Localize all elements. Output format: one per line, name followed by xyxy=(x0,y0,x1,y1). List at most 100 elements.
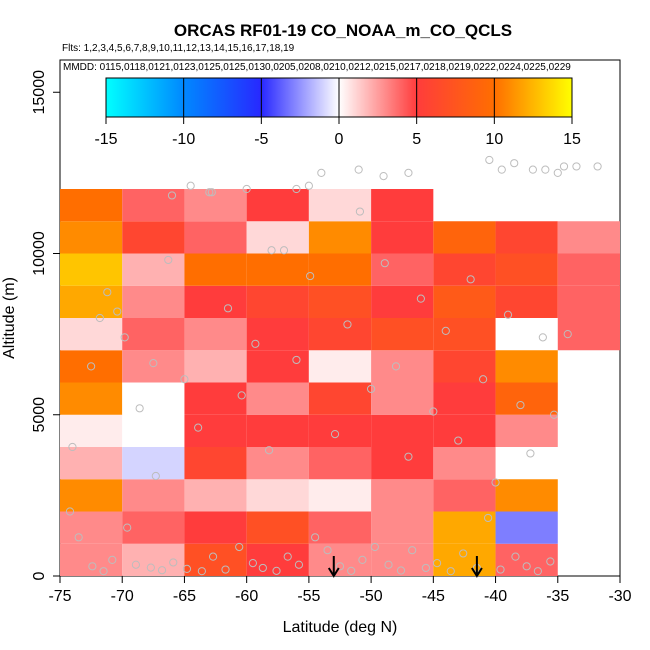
x-tick-label: -50 xyxy=(360,588,383,605)
observation-point xyxy=(120,333,129,342)
x-tick-label: -65 xyxy=(173,588,196,605)
observation-point xyxy=(182,564,192,574)
observation-point xyxy=(533,567,542,576)
heatmap-cell xyxy=(557,221,620,254)
observation-point xyxy=(304,181,313,190)
observation-point xyxy=(123,523,132,532)
observation-point xyxy=(553,168,562,177)
heatmap-cell xyxy=(60,382,123,415)
observation-point xyxy=(99,567,108,576)
observation-point xyxy=(479,375,488,384)
observation-point xyxy=(497,165,506,174)
observation-point xyxy=(459,549,468,558)
heatmap-cell xyxy=(184,350,247,383)
heatmap-cell xyxy=(308,318,372,351)
heatmap-cell xyxy=(246,511,309,544)
observation-point xyxy=(258,563,267,573)
observation-point xyxy=(135,404,144,413)
observation-point xyxy=(510,159,519,168)
colorbar-tick-label: 5 xyxy=(412,131,421,148)
y-tick-label: 0 xyxy=(31,571,48,580)
heatmap-cell xyxy=(308,382,372,415)
observation-point xyxy=(408,546,417,555)
observation-point xyxy=(549,410,559,419)
observation-point xyxy=(593,162,602,171)
heatmap-cell xyxy=(433,350,496,383)
colorbar-tick-label: 10 xyxy=(485,131,503,148)
arrow-marker xyxy=(471,556,483,578)
heatmap-cell xyxy=(184,447,247,480)
heatmap-cell xyxy=(371,414,434,447)
observation-point xyxy=(538,333,547,342)
observation-point xyxy=(149,359,158,368)
heatmap-cell xyxy=(495,414,558,447)
observation-point xyxy=(516,400,525,410)
observation-point xyxy=(323,546,332,555)
heatmap-cell xyxy=(246,479,309,512)
heatmap-cell xyxy=(495,382,558,415)
observation-point xyxy=(416,294,425,303)
colorbar-tick-label: -5 xyxy=(254,131,268,148)
observation-point xyxy=(491,478,500,487)
observation-point xyxy=(279,246,289,255)
y-tick-label: 5000 xyxy=(31,397,48,433)
heatmap-cell xyxy=(60,221,123,254)
heatmap-cell xyxy=(60,350,123,383)
heatmap-cell xyxy=(495,285,558,318)
heatmap-cell xyxy=(184,479,247,512)
observation-point xyxy=(367,384,376,394)
heatmap-cell xyxy=(433,221,496,254)
heatmap-cell xyxy=(433,318,496,351)
observation-point xyxy=(108,555,117,564)
observation-point xyxy=(294,560,304,569)
heatmap-cell xyxy=(308,350,372,383)
heatmap-cell xyxy=(184,382,247,415)
heatmap-cell xyxy=(308,511,372,544)
heatmap-cell xyxy=(433,382,496,415)
observation-point xyxy=(355,207,365,216)
heatmap-cell xyxy=(60,479,123,512)
observation-point xyxy=(572,162,581,171)
heatmap-cell xyxy=(308,447,372,480)
heatmap-cell xyxy=(60,414,123,447)
observation-point xyxy=(330,430,340,439)
observation-point xyxy=(194,423,203,432)
observation-point xyxy=(251,339,260,348)
x-tick-label: -30 xyxy=(608,588,631,605)
heatmap-cell xyxy=(246,543,309,576)
heatmap-cell xyxy=(308,479,372,512)
heatmap-cell xyxy=(246,253,309,286)
observation-point xyxy=(88,562,97,571)
heatmap-cell xyxy=(122,479,185,512)
heatmap-cell xyxy=(308,253,372,286)
observation-point xyxy=(151,471,160,481)
observation-point xyxy=(421,563,430,573)
heatmap-cell xyxy=(557,253,620,286)
heatmap-cell xyxy=(371,318,434,351)
observation-point xyxy=(197,567,206,576)
observation-point xyxy=(113,307,122,316)
observation-point xyxy=(248,559,257,568)
heatmap-cell xyxy=(557,318,620,351)
heatmap-cell xyxy=(184,221,247,254)
heatmap-cell xyxy=(60,447,123,480)
heatmap-cell xyxy=(246,447,309,480)
heatmap-cell xyxy=(184,318,247,351)
heatmap-cell xyxy=(433,447,496,480)
observation-point xyxy=(379,172,388,181)
observation-point xyxy=(546,557,555,566)
observation-point xyxy=(526,449,535,458)
heatmap-cell xyxy=(371,253,434,286)
heatmap-cell xyxy=(495,479,558,512)
observation-point xyxy=(264,446,274,455)
heatmap-cell xyxy=(184,253,247,286)
heatmap-cell xyxy=(433,285,496,318)
observation-point xyxy=(335,562,345,571)
observation-point xyxy=(237,391,246,400)
heatmap-cell xyxy=(433,414,496,447)
colorbar-tick-label: -15 xyxy=(94,131,117,148)
observation-point xyxy=(87,362,96,371)
observation-point xyxy=(180,375,189,384)
observation-point xyxy=(103,288,112,297)
